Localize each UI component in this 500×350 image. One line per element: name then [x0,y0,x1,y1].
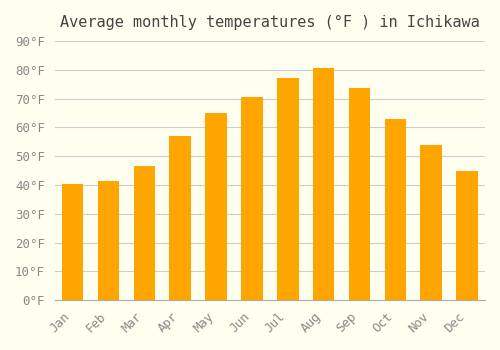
Bar [384,119,406,300]
Bar [348,89,370,300]
Bar [277,78,298,300]
Bar [313,68,334,300]
Bar [456,170,478,300]
Title: Average monthly temperatures (°F ) in Ichikawa: Average monthly temperatures (°F ) in Ic… [60,15,480,30]
Bar [170,136,191,300]
Bar [62,183,84,300]
Bar [241,97,262,300]
Bar [98,181,120,300]
Bar [206,113,227,300]
Bar [134,166,155,300]
Bar [420,145,442,300]
